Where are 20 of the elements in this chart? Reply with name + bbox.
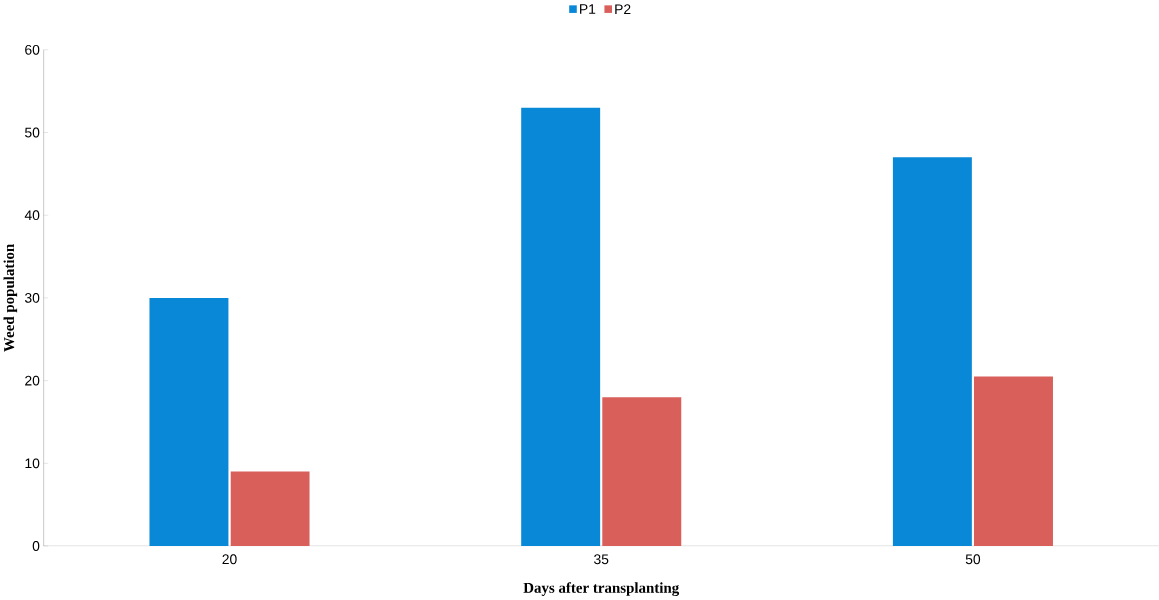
y-tick-label: 40 [24,210,40,221]
y-tick-label: 20 [25,375,40,386]
y-axis-title: Weed population [3,244,18,353]
legend-label: P1 [580,4,596,15]
legend-label: P2 [615,4,631,15]
x-tick-label: 20 [222,554,237,565]
bar [974,376,1053,547]
bar [149,298,229,547]
bar [602,397,682,547]
bar [230,471,310,547]
bar [521,107,601,547]
x-axis-title: Days after transplanting [523,582,680,597]
bar [892,157,972,547]
y-tick-label: 10 [25,458,40,469]
x-tick-label: 35 [594,554,609,565]
y-tick-label: 0 [32,541,40,552]
x-tick-label: 50 [965,554,981,565]
y-tick-label: 30 [24,293,40,304]
y-tick-label: 60 [25,45,40,55]
y-tick-label: 50 [25,127,40,138]
